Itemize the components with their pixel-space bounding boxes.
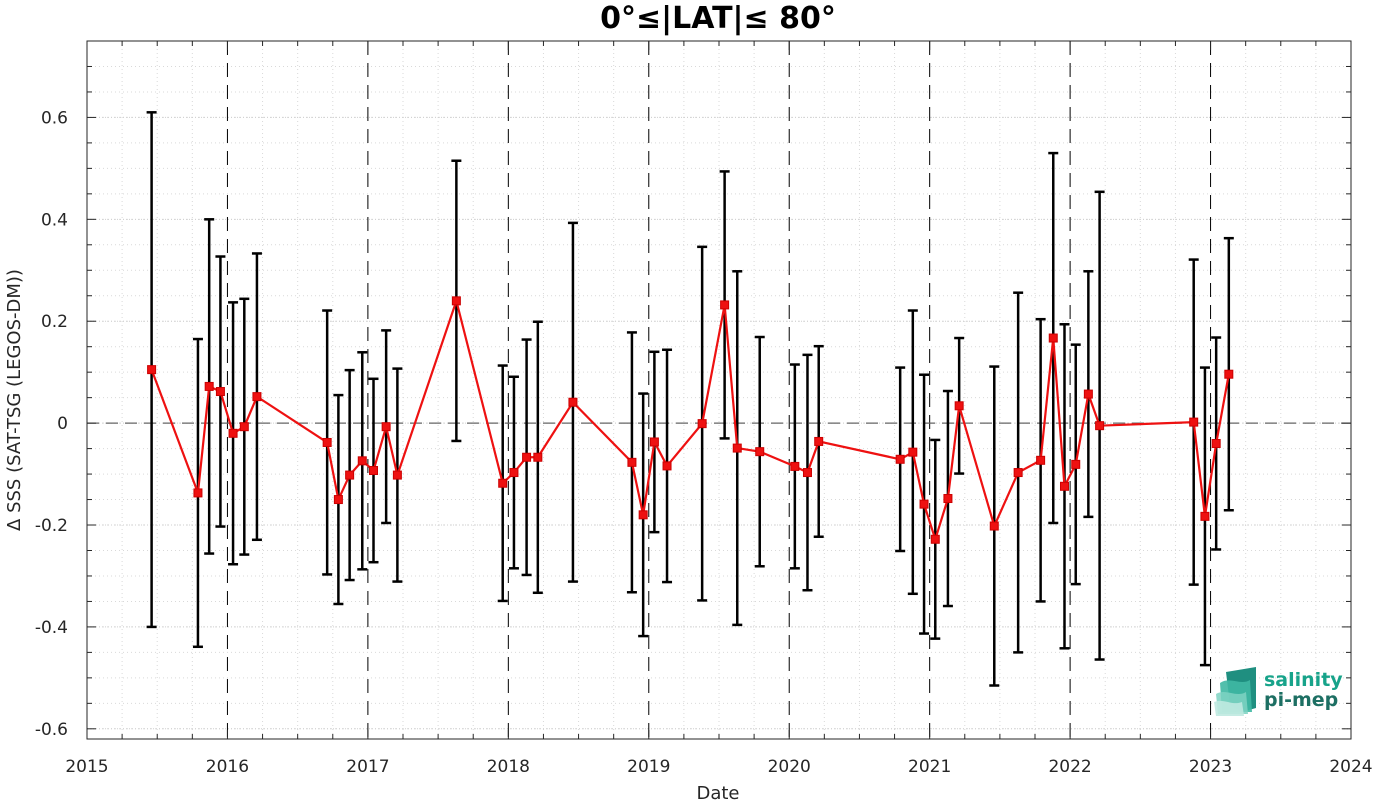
data-point	[193, 488, 203, 498]
data-point	[252, 392, 262, 402]
data-point	[498, 478, 508, 488]
data-point	[451, 296, 461, 306]
y-tick-labels: 0.6 0.4 0.2 0 -0.2 -0.4 -0.6	[35, 108, 68, 739]
x-tick-label: 2016	[206, 757, 249, 777]
data-point	[392, 470, 402, 480]
data-point	[369, 465, 379, 475]
year-divider-lines	[226, 41, 1212, 739]
data-point	[1059, 481, 1069, 491]
data-point	[662, 461, 672, 471]
data-point	[204, 381, 214, 391]
data-markers	[147, 296, 1234, 544]
y-axis-label: Δ SSS (SAT-TSG (LEGOS-DM))	[4, 269, 25, 531]
data-point	[1071, 459, 1081, 469]
x-tick-label: 2022	[1048, 757, 1091, 777]
data-point	[697, 419, 707, 429]
data-point	[568, 397, 578, 407]
data-point	[1224, 369, 1234, 379]
data-point	[228, 428, 238, 438]
data-point	[1095, 421, 1105, 431]
x-tick-label: 2024	[1329, 757, 1372, 777]
data-point	[814, 436, 824, 446]
data-point	[381, 422, 391, 432]
y-tick-label: -0.2	[35, 516, 68, 536]
data-point	[790, 461, 800, 471]
y-tick-label: -0.6	[35, 720, 68, 740]
data-point	[720, 300, 730, 310]
data-point	[322, 437, 332, 447]
salinity-pi-mep-logo: salinity pi-mep	[1214, 667, 1343, 716]
y-tick-label: -0.4	[35, 618, 68, 638]
data-point	[345, 470, 355, 480]
data-point	[989, 521, 999, 531]
data-point	[755, 447, 765, 457]
chart-title: 0°≤|LAT|≤ 80°	[600, 1, 836, 36]
data-point	[895, 454, 905, 464]
data-point	[1036, 455, 1046, 465]
x-tick-label: 2017	[346, 757, 389, 777]
data-point	[954, 401, 964, 411]
x-tick-label: 2020	[768, 757, 811, 777]
data-point	[649, 437, 659, 447]
data-point	[1083, 389, 1093, 399]
data-point	[215, 387, 225, 397]
axis-ticks	[86, 41, 1352, 739]
data-point	[732, 443, 742, 453]
x-axis-label: Date	[696, 783, 739, 801]
data-point	[627, 457, 637, 467]
logo-text-pi-mep: pi-mep	[1264, 689, 1338, 711]
x-tick-label: 2019	[627, 757, 670, 777]
data-point	[930, 534, 940, 544]
data-point	[1211, 438, 1221, 448]
x-tick-label: 2018	[487, 757, 530, 777]
data-point	[802, 468, 812, 478]
x-tick-label: 2015	[65, 757, 108, 777]
data-point	[919, 499, 929, 509]
data-point	[1200, 511, 1210, 521]
data-point	[943, 494, 953, 504]
data-point	[533, 452, 543, 462]
data-point	[509, 468, 519, 478]
x-tick-labels: 2015 2016 2017 2018 2019 2020 2021 2022 2023 2024	[65, 757, 1372, 777]
data-point	[1013, 468, 1023, 478]
logo-text-salinity: salinity	[1264, 669, 1343, 691]
y-tick-label: 0.2	[41, 312, 68, 332]
wave-logo-icon	[1214, 667, 1256, 716]
x-tick-label: 2021	[908, 757, 951, 777]
data-point	[1048, 333, 1058, 343]
data-point	[333, 495, 343, 505]
data-point	[357, 456, 367, 466]
data-point	[638, 510, 648, 520]
data-point	[147, 365, 157, 375]
data-point	[1189, 417, 1199, 427]
y-tick-label: 0	[57, 414, 68, 434]
y-tick-label: 0.6	[41, 108, 68, 128]
data-point	[908, 447, 918, 457]
x-tick-label: 2023	[1189, 757, 1232, 777]
data-point	[522, 452, 532, 462]
data-point	[239, 422, 249, 432]
minor-grid	[87, 41, 1351, 739]
y-tick-label: 0.4	[41, 210, 68, 230]
